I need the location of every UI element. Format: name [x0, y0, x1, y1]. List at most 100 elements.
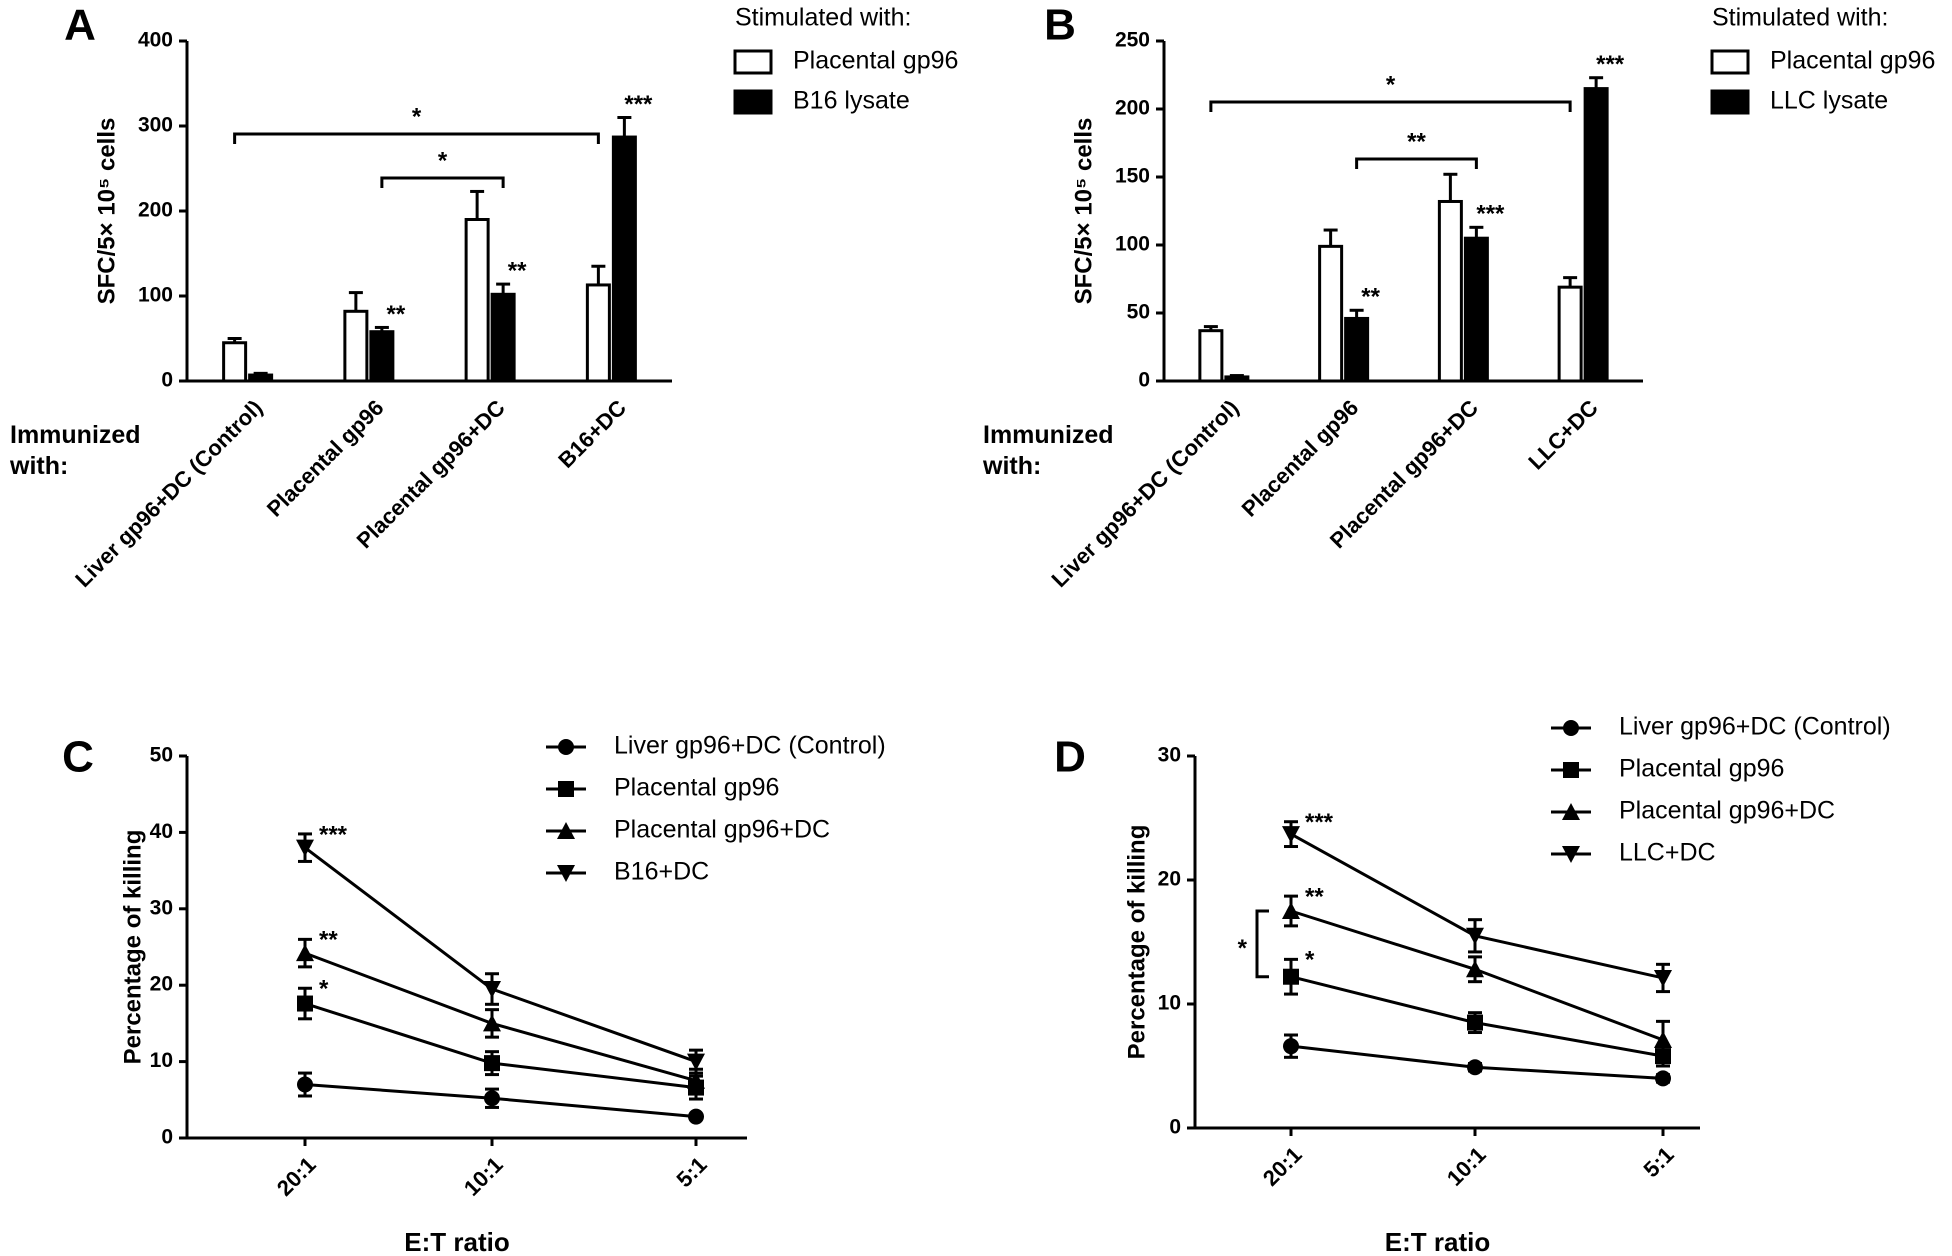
point [687, 1071, 705, 1089]
legend-label: Liver gp96+DC (Control) [1619, 713, 1891, 741]
significance-label: ** [387, 301, 406, 328]
significance-label: * [319, 976, 329, 1003]
y-axis-title: SFC/5× 10⁵ cells [93, 118, 120, 305]
bar [1318, 244, 1344, 383]
y-tick-label: 0 [161, 1126, 173, 1149]
bar [1463, 236, 1489, 383]
x-tick-label: 5:1 [671, 1152, 711, 1192]
panel-label: B [1044, 1, 1076, 50]
legend-title: Stimulated with: [735, 4, 911, 32]
y-tick-label: 0 [161, 369, 173, 392]
legend-label: B16 lysate [793, 87, 910, 115]
significance-label: *** [1476, 201, 1505, 228]
legend-swatch [1710, 49, 1750, 75]
legend-marker [1562, 846, 1580, 863]
line [304, 1083, 697, 1119]
point [1467, 1059, 1483, 1076]
x-tick-label: 10:1 [459, 1152, 508, 1201]
x-tick-label: B16+DC [553, 395, 631, 473]
legend-label: Placental gp96+DC [614, 816, 830, 844]
significance-label: ** [319, 927, 338, 954]
significance-bracket [233, 132, 600, 144]
point [297, 1076, 313, 1093]
bar [490, 292, 516, 383]
significance-label: * [1238, 935, 1248, 962]
point [1654, 969, 1672, 987]
bar [248, 373, 274, 383]
panel-label: A [64, 1, 96, 50]
y-tick-label: 10 [150, 1049, 173, 1072]
legend-label: Placental gp96 [1770, 47, 1935, 75]
x-tick-label: Placental gp96 [262, 395, 389, 522]
x-tick-label: 20:1 [272, 1152, 321, 1201]
point [1282, 902, 1300, 919]
significance-label: *** [1596, 51, 1625, 78]
y-tick-label: 250 [1115, 29, 1150, 52]
x-tick-label: 20:1 [1258, 1142, 1307, 1191]
significance-bracket [1255, 909, 1269, 979]
bar [1224, 375, 1250, 383]
y-axis-title: Percentage of killing [119, 830, 146, 1065]
significance-label: * [412, 103, 422, 130]
significance-label: ** [508, 257, 527, 284]
significance-bracket [1355, 157, 1478, 169]
y-tick-label: 0 [1138, 369, 1150, 392]
legend-label: Placental gp96 [793, 47, 958, 75]
bar [464, 218, 490, 383]
bar [343, 309, 369, 383]
legend-swatch [733, 89, 773, 115]
point [483, 1014, 501, 1032]
y-tick-label: 200 [1115, 97, 1150, 120]
bar [1198, 329, 1224, 383]
point [688, 1108, 704, 1125]
legend-marker [1562, 803, 1580, 820]
significance-label: *** [1305, 809, 1334, 836]
legend-label: Placental gp96 [614, 774, 779, 802]
point [1283, 1038, 1299, 1055]
x-axis-title: Immunized with: [983, 421, 1114, 480]
bar [611, 135, 637, 383]
point [297, 995, 313, 1012]
x-axis-title: Immunized with: [10, 421, 141, 480]
y-tick-label: 100 [138, 284, 173, 307]
y-tick-label: 40 [150, 820, 173, 843]
legend-marker [558, 781, 574, 797]
legend-label: LLC+DC [1619, 839, 1716, 867]
significance-label: * [1305, 947, 1315, 974]
y-tick-label: 100 [1115, 233, 1150, 256]
point [1467, 1014, 1483, 1031]
significance-bracket [1209, 100, 1572, 112]
legend-marker [1563, 720, 1579, 736]
y-tick-label: 30 [1158, 744, 1181, 767]
x-axis-title: E:T ratio [404, 1227, 509, 1256]
significance-label: *** [319, 821, 348, 848]
y-tick-label: 20 [150, 973, 173, 996]
x-tick-label: Placental gp96 [1237, 395, 1364, 522]
significance-label: ** [1361, 284, 1380, 311]
y-tick-label: 50 [1127, 301, 1150, 324]
bar [369, 330, 395, 383]
panel-label: D [1054, 733, 1086, 782]
y-tick-label: 50 [150, 744, 173, 767]
point [296, 944, 314, 962]
y-axis-title: SFC/5× 10⁵ cells [1070, 118, 1097, 305]
y-axis-title: Percentage of killing [1123, 825, 1150, 1060]
y-tick-label: 0 [1169, 1116, 1181, 1139]
line [304, 951, 697, 1083]
significance-label: * [438, 147, 448, 174]
bar [1557, 285, 1583, 383]
y-tick-label: 20 [1158, 868, 1181, 891]
legend-label: LLC lysate [1770, 87, 1888, 115]
point [484, 1090, 500, 1107]
y-tick-label: 150 [1115, 165, 1150, 188]
x-tick-label: 10:1 [1442, 1142, 1491, 1191]
legend-label: Placental gp96+DC [1619, 797, 1835, 825]
point [687, 1053, 705, 1071]
significance-label: * [1386, 71, 1396, 98]
significance-label: ** [1407, 128, 1426, 155]
legend-marker [557, 865, 575, 882]
legend-label: B16+DC [614, 858, 709, 886]
legend-swatch [733, 49, 773, 75]
y-tick-label: 400 [138, 29, 173, 52]
